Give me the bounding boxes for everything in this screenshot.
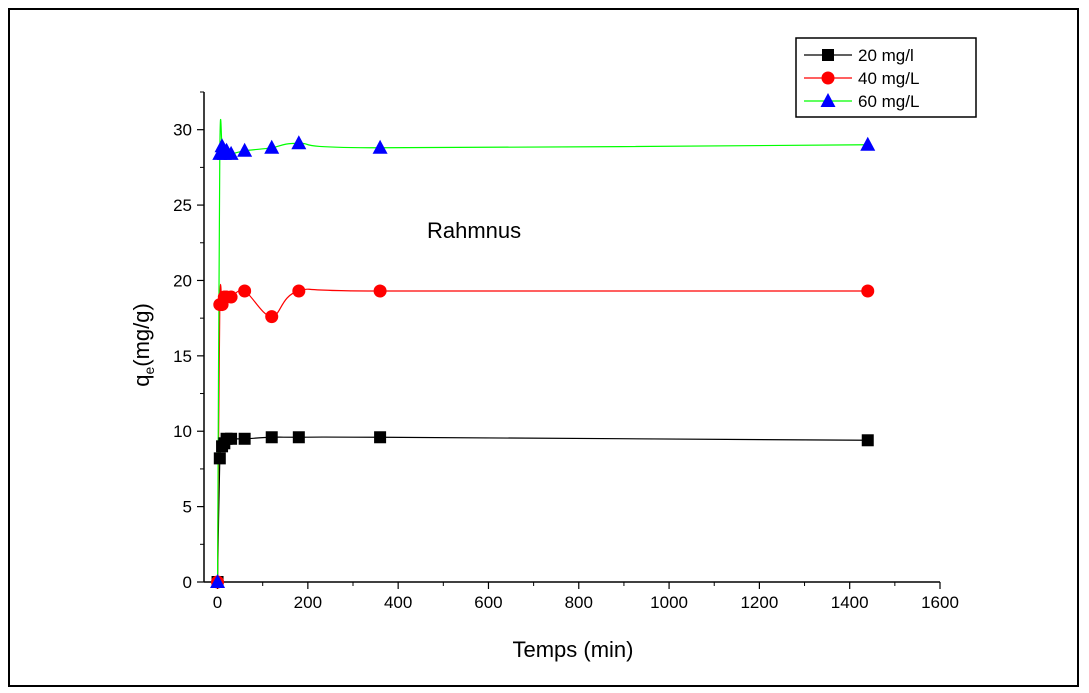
annotation-label: Rahmnus: [427, 218, 521, 243]
legend-label-2: 40 mg/L: [858, 69, 919, 88]
data-point-series-3: [223, 145, 239, 160]
data-point-series-1: [374, 431, 387, 444]
y-axis-title-main: q: [129, 375, 154, 387]
legend-label-3: 60 mg/L: [858, 92, 919, 111]
data-point-series-2: [373, 284, 387, 298]
data-point-series-3: [860, 136, 876, 151]
data-point-series-2: [292, 284, 306, 298]
y-tick-label: 25: [173, 196, 192, 215]
data-point-series-3: [210, 574, 226, 588]
x-tick-label: 200: [294, 593, 322, 612]
y-tick-label: 0: [183, 573, 192, 592]
series-markers: [210, 135, 876, 589]
legend-marker-3: [820, 93, 836, 107]
data-point-series-2: [224, 290, 238, 304]
data-point-series-1: [861, 434, 874, 447]
x-tick-label: 0: [213, 593, 222, 612]
data-point-series-1: [265, 431, 278, 444]
x-tick-label: 400: [384, 593, 412, 612]
legend: 20 mg/l 40 mg/L 60 mg/L: [795, 37, 977, 118]
y-tick-label: 20: [173, 271, 192, 290]
x-tick-label: 1400: [831, 593, 869, 612]
x-axis-title: Temps (min): [512, 637, 633, 662]
data-point-series-2: [861, 284, 875, 298]
y-tick-label: 30: [173, 121, 192, 140]
data-point-series-1: [225, 432, 238, 445]
svg-text:qe(mg/g): qe(mg/g): [129, 303, 157, 387]
legend-marker-1: [822, 49, 834, 61]
data-point-series-3: [372, 139, 388, 154]
series-line-2: [216, 283, 868, 583]
y-tick-label: 5: [183, 498, 192, 517]
series-line-1: [216, 436, 868, 583]
y-axis-title-sub: e: [141, 367, 157, 375]
data-point-series-1: [213, 452, 226, 465]
data-point-series-3: [237, 142, 253, 157]
y-tick-label: 15: [173, 347, 192, 366]
series-curves: [216, 118, 868, 583]
y-tick-label: 10: [173, 422, 192, 441]
data-point-series-2: [265, 310, 279, 324]
data-point-series-3: [291, 135, 307, 150]
x-tick-label: 800: [565, 593, 593, 612]
x-tick-label: 600: [474, 593, 502, 612]
x-tick-label: 1000: [650, 593, 688, 612]
data-point-series-1: [238, 432, 251, 445]
legend-label-1: 20 mg/l: [858, 46, 914, 65]
data-point-series-2: [238, 284, 252, 298]
x-tick-label: 1200: [740, 593, 778, 612]
y-axis-title-rest: (mg/g): [129, 303, 154, 367]
legend-marker-2: [821, 71, 835, 85]
y-axis-title: qe(mg/g): [129, 303, 157, 387]
x-tick-label: 1600: [921, 593, 959, 612]
data-point-series-3: [264, 139, 280, 154]
figure-frame: [8, 8, 1079, 687]
axes: 0 200 400 600 800 1000 1200 1400 1600 0 5 10 15 20 25 3…: [173, 91, 959, 612]
data-point-series-1: [292, 431, 305, 444]
series-line-3: [216, 118, 868, 583]
